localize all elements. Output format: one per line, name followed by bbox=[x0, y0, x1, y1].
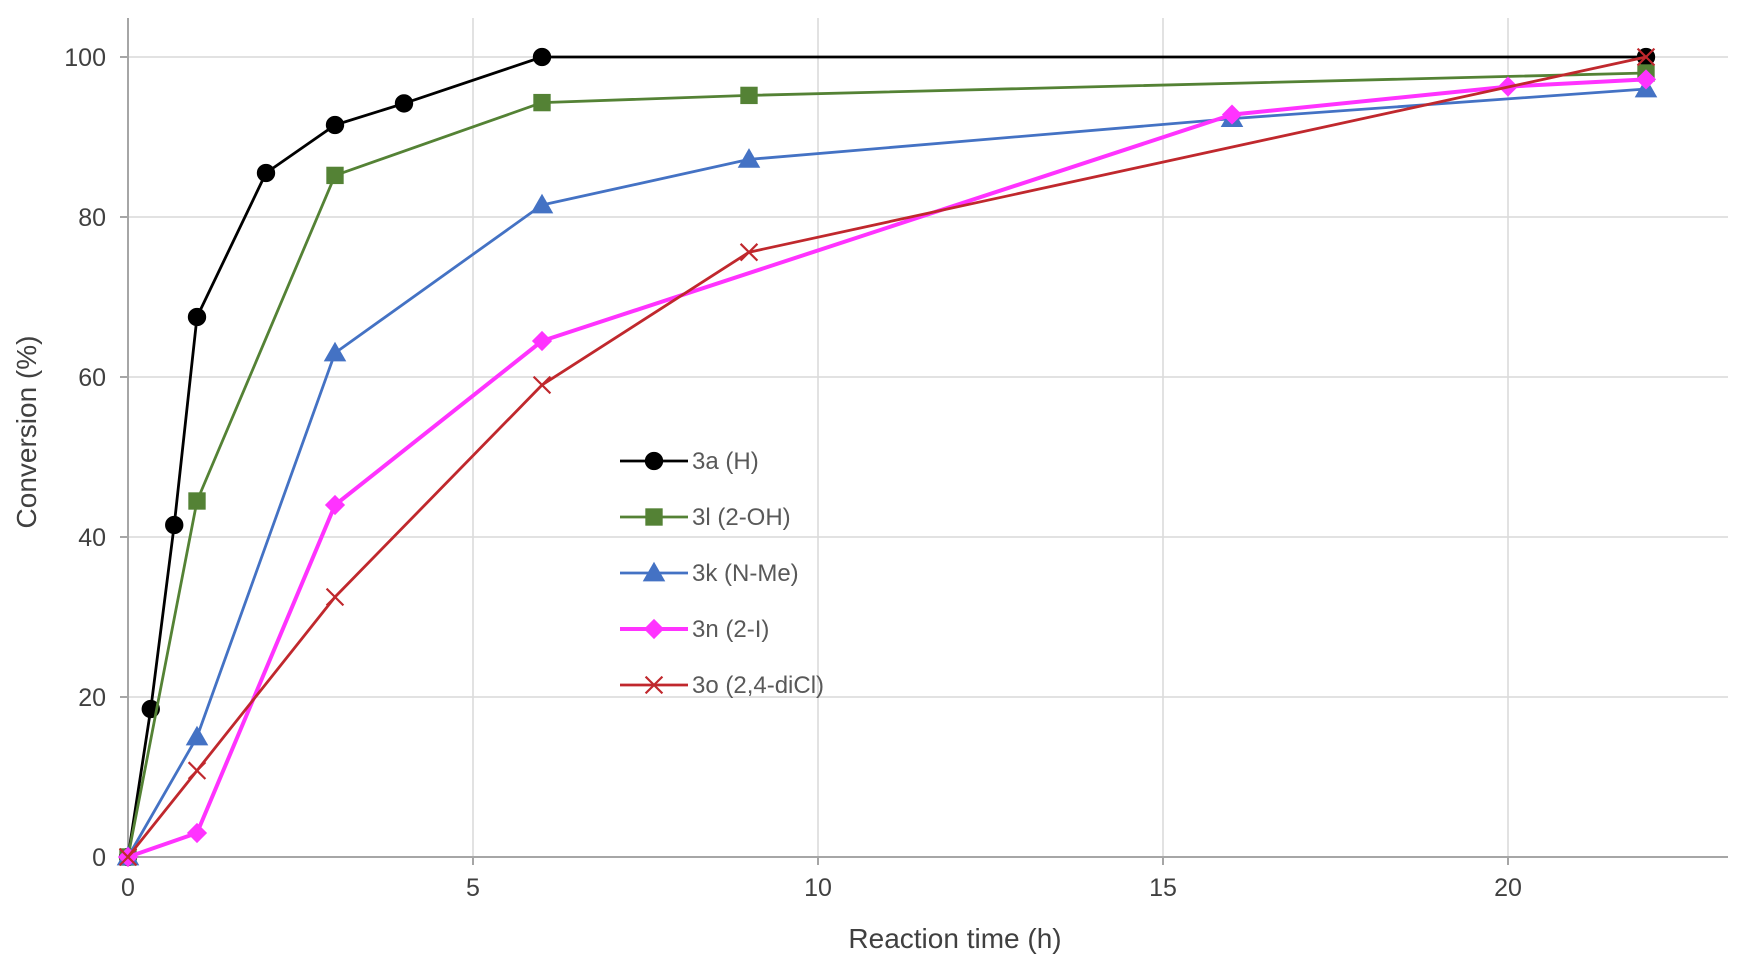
x-tick-label: 5 bbox=[466, 874, 480, 902]
data-point bbox=[394, 94, 414, 113]
series-4 bbox=[117, 69, 1657, 868]
series-2 bbox=[119, 64, 1655, 866]
data-point bbox=[118, 847, 138, 867]
data-point bbox=[1635, 69, 1657, 90]
x-tick-label: 15 bbox=[1149, 874, 1177, 902]
legend-entry: 3a (H) bbox=[620, 448, 759, 475]
data-point bbox=[739, 243, 759, 262]
marker-stroke bbox=[118, 847, 138, 867]
marker-stroke bbox=[739, 243, 759, 262]
legend-marker bbox=[645, 508, 663, 526]
y-tick-label: 60 bbox=[78, 364, 106, 392]
data-point bbox=[737, 148, 761, 168]
y-tick-label: 40 bbox=[78, 524, 106, 552]
legend: 3a (H) 3l (2-OH) 3k (N-Me) 3n (2-I) 3o (2,4-… bbox=[620, 448, 824, 699]
legend-marker bbox=[642, 561, 666, 582]
legend-entry: 3l (2-OH) bbox=[620, 504, 791, 531]
data-point bbox=[533, 93, 551, 112]
data-point bbox=[256, 163, 276, 183]
data-point bbox=[532, 375, 552, 395]
series-3 bbox=[116, 77, 1658, 866]
data-point bbox=[324, 494, 346, 516]
legend-entry: 3o (2,4-diCl) bbox=[620, 672, 824, 699]
series-line bbox=[126, 71, 1648, 859]
marker-stroke bbox=[1636, 47, 1656, 67]
data-point bbox=[165, 515, 184, 535]
data-point bbox=[530, 193, 554, 214]
data-point bbox=[323, 341, 347, 362]
data-point bbox=[188, 492, 206, 510]
series-lines bbox=[116, 47, 1658, 868]
data-point bbox=[531, 330, 553, 352]
legend-label: 3l (2-OH) bbox=[692, 504, 791, 531]
y-tick-label: 20 bbox=[78, 684, 106, 712]
legend-entry: 3k (N-Me) bbox=[620, 560, 799, 587]
data-point bbox=[187, 761, 207, 780]
marker-stroke bbox=[187, 761, 207, 780]
legend-label: 3o (2,4-diCl) bbox=[692, 672, 824, 699]
tick-labels: 0 20 40 60 80 100 0 5 10 15 20 bbox=[64, 44, 1522, 902]
data-point bbox=[325, 115, 345, 135]
series-5 bbox=[118, 47, 1656, 867]
series-line bbox=[126, 77, 1648, 859]
y-tick-label: 80 bbox=[78, 204, 106, 232]
series-line bbox=[126, 87, 1648, 859]
data-point bbox=[186, 822, 208, 844]
x-axis-title: Reaction time (h) bbox=[848, 923, 1061, 954]
legend-marker bbox=[643, 618, 665, 640]
data-point bbox=[532, 47, 552, 67]
y-axis-title: Conversion (%) bbox=[11, 336, 42, 529]
data-point bbox=[326, 166, 344, 185]
y-tick-label: 0 bbox=[92, 844, 106, 872]
x-tick-label: 10 bbox=[804, 874, 832, 902]
data-point bbox=[325, 587, 345, 607]
x-tick-label: 20 bbox=[1494, 874, 1522, 902]
x-tick-label: 0 bbox=[121, 874, 135, 902]
y-tick-label: 100 bbox=[64, 44, 106, 72]
marker-stroke bbox=[325, 587, 345, 607]
marker-stroke bbox=[644, 675, 664, 695]
marker-stroke bbox=[532, 375, 552, 395]
data-point bbox=[1636, 47, 1656, 67]
legend-label: 3k (N-Me) bbox=[692, 560, 799, 587]
data-point bbox=[187, 307, 207, 327]
legend-marker bbox=[644, 675, 664, 695]
series-line bbox=[126, 55, 1648, 859]
legend-label: 3a (H) bbox=[692, 448, 759, 475]
legend-label: 3n (2-I) bbox=[692, 616, 769, 643]
data-point bbox=[185, 725, 209, 746]
legend-entry: 3n (2-I) bbox=[620, 616, 769, 643]
legend-marker bbox=[644, 451, 664, 471]
series-line bbox=[126, 55, 1648, 859]
data-point bbox=[740, 86, 758, 105]
data-point bbox=[1221, 104, 1243, 125]
